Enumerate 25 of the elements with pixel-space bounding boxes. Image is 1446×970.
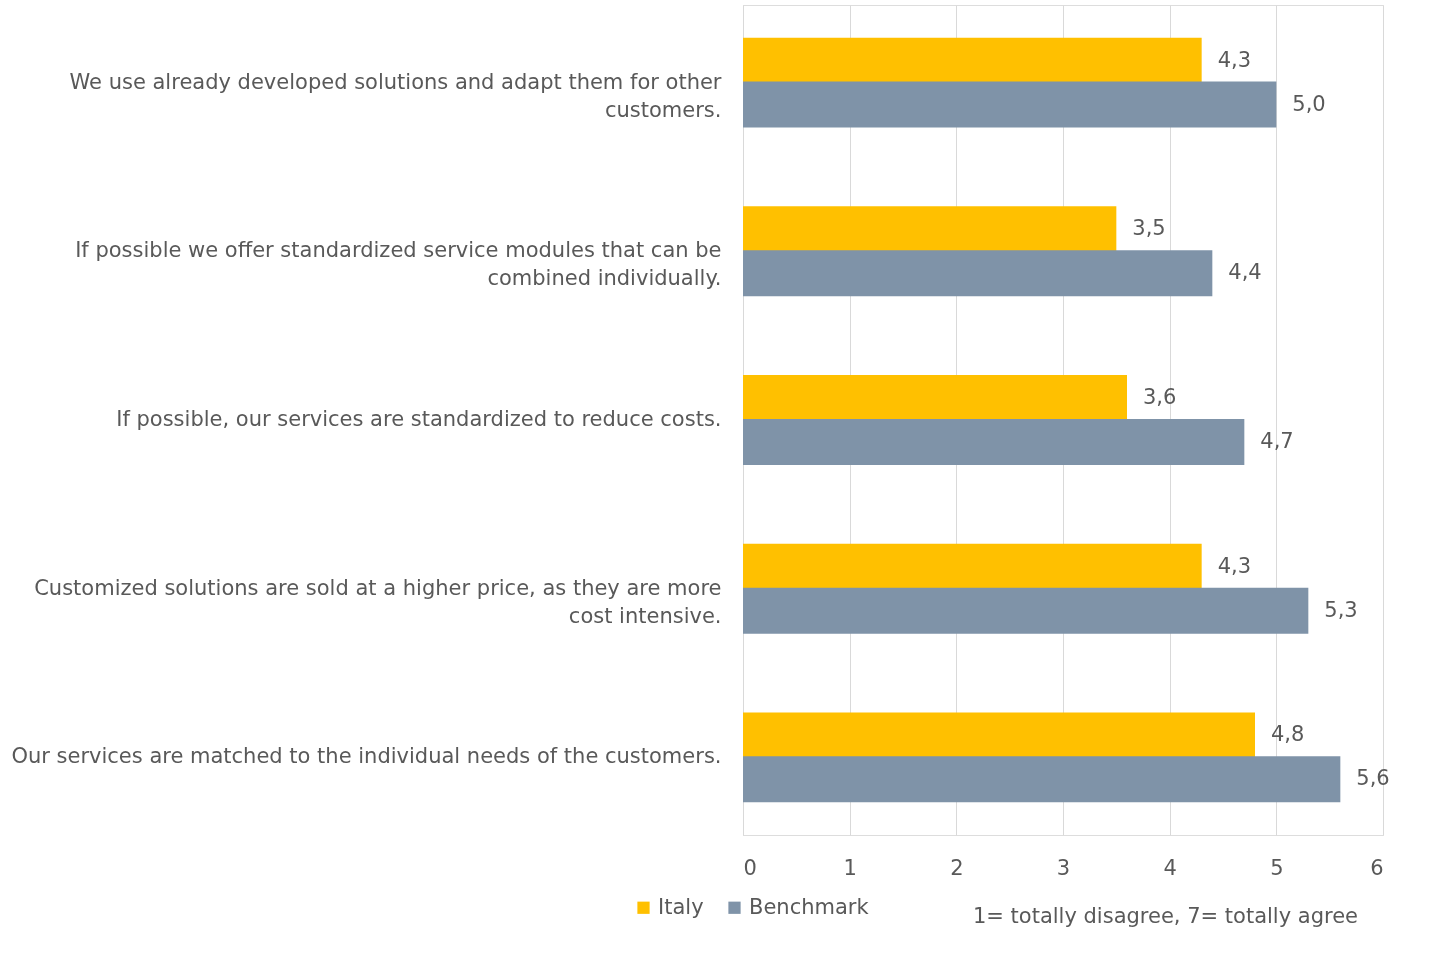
data-label: 4,7 [1260, 428, 1294, 453]
x-tick-label: 5 [1270, 855, 1284, 880]
x-tick-label: 1 [843, 855, 857, 880]
y-tick-label: If possible we offer standardized service modules that can be combined individually. [75, 238, 722, 291]
y-tick-label: We use already developed solutions and adapt them for other customers. [69, 69, 722, 122]
data-label: 4,8 [1271, 722, 1305, 747]
x-tick-label: 6 [1370, 855, 1384, 880]
x-tick-label: 0 [743, 855, 757, 880]
x-tick-label: 4 [1163, 855, 1177, 880]
data-label: 3,6 [1143, 385, 1177, 410]
x-tick-label: 3 [1056, 855, 1071, 880]
y-tick-label: Customized solutions are sold at a higher price, as they are more cost intensive. [34, 575, 722, 628]
data-label: 5,0 [1292, 91, 1326, 116]
y-tick-label: If possible, our services are standardized to reduce costs. [116, 407, 722, 431]
data-label: 5,3 [1324, 597, 1358, 622]
data-label: 4,4 [1228, 260, 1262, 285]
data-label: 3,5 [1132, 216, 1166, 241]
legend-label: Benchmark [749, 894, 870, 919]
data-label: 4,3 [1217, 553, 1252, 578]
data-label: 4,3 [1217, 47, 1252, 72]
x-tick-label: 2 [950, 855, 964, 880]
y-tick-label: Our services are matched to the individual needs of the customers. [11, 744, 722, 769]
data-label: 5,6 [1356, 766, 1390, 791]
text: 1= totally disagree, 7= totally agree [972, 904, 1358, 928]
legend-label: Italy [658, 894, 704, 919]
